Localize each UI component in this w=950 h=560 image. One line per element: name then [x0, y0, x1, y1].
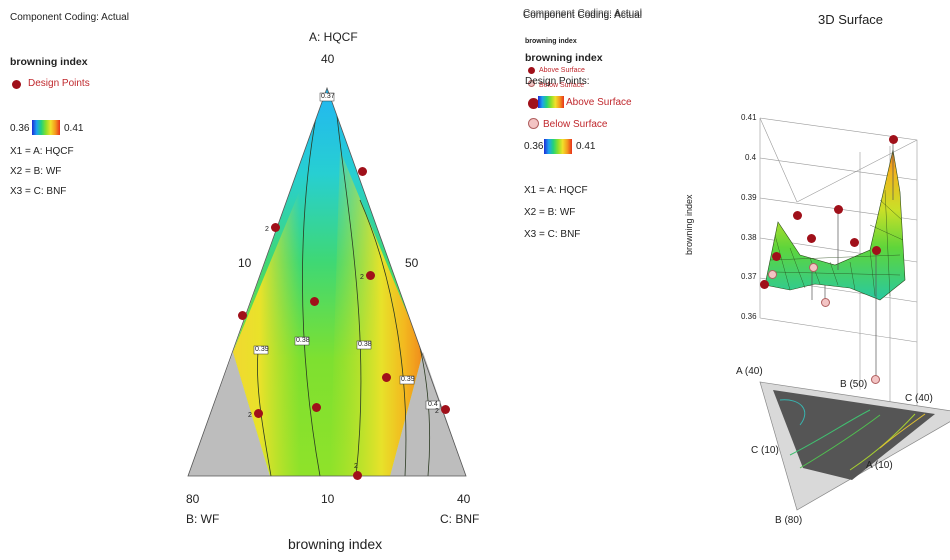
design-point: [271, 223, 280, 232]
surface-design-point-above: [889, 135, 898, 144]
design-point: [358, 167, 367, 176]
right-edge-tick: 50: [405, 256, 419, 270]
surface-design-point-below: [809, 263, 818, 272]
x3-definition: X3 = C: BNF: [524, 229, 581, 240]
infeasible-region-right: [390, 352, 466, 476]
axis-a-40-label: A (40): [736, 366, 763, 377]
x2-definition: X2 = B: WF: [524, 207, 576, 218]
above-surface-marker: [528, 98, 539, 109]
z-tick-label: 0.37: [741, 272, 757, 281]
x2-definition: X2 = B: WF: [10, 166, 62, 177]
surface-design-point-above: [872, 246, 881, 255]
vertex-c-label: C: BNF: [440, 512, 480, 526]
bottom-edge-tick: 10: [321, 492, 335, 506]
design-points-heading: Design Points:: [525, 76, 590, 87]
ternary-title: browning index: [288, 536, 383, 552]
below-surface-label: Below Surface: [543, 119, 608, 130]
replicate-label: 2: [435, 408, 439, 415]
response-name: browning index: [10, 56, 88, 68]
z-tick-label: 0.38: [741, 233, 757, 242]
response-surface: [764, 149, 906, 301]
z-tick-label: 0.36: [741, 312, 757, 321]
replicate-label: 2: [354, 463, 358, 470]
vertex-b-label: B: WF: [186, 512, 220, 526]
response-name-small: browning index: [525, 38, 577, 45]
base-contour-lines: [779, 399, 926, 471]
design-point: [366, 271, 375, 280]
below-surface-small-label: Below Surface: [539, 82, 585, 89]
surface-design-point-below: [821, 298, 830, 307]
contour-label: 0.37: [321, 93, 335, 100]
below-surface-marker: [528, 118, 539, 129]
axis-a-10-label: A (10): [866, 460, 893, 471]
replicate-label: 2: [265, 226, 269, 233]
scale-min-label: 0.36: [524, 141, 544, 152]
base-projection: [773, 390, 935, 480]
z-axis-title: browning index: [684, 194, 694, 255]
design-point: [254, 409, 263, 418]
color-scale-bar: [544, 139, 572, 154]
scale-max-label: 0.41: [64, 123, 84, 134]
surface-mesh-lines: [769, 189, 904, 297]
design-point: [382, 373, 391, 382]
design-point: [353, 471, 362, 480]
axis-b-80-label: B (80): [775, 515, 803, 526]
surface-design-point-above: [834, 205, 843, 214]
vertex-b-value: 80: [186, 492, 200, 506]
surface-design-point-above: [807, 234, 816, 243]
color-scale-bar: [32, 120, 60, 135]
infeasible-region-left: [188, 352, 270, 476]
x3-definition: X3 = C: BNF: [10, 186, 67, 197]
design-point: [310, 297, 319, 306]
axis-b-50-label: B (50): [840, 379, 868, 390]
design-point-legend-marker: [12, 80, 21, 89]
design-point: [441, 405, 450, 414]
color-scale-bar-small: [538, 96, 564, 108]
contour-label: 0.38: [296, 337, 310, 344]
contour-label: 0.38: [358, 341, 372, 348]
design-point: [238, 311, 247, 320]
vertex-a-label: A: HQCF: [309, 30, 358, 44]
contour-label-group: [253, 92, 441, 410]
design-points-legend-label: Design Points: [28, 78, 90, 89]
replicate-label: 2: [248, 412, 252, 419]
above-surface-small-label: Above Surface: [539, 67, 585, 74]
contour-label: 0.39: [255, 346, 269, 353]
left-edge-tick: 10: [238, 256, 252, 270]
surface-design-point-above: [772, 252, 781, 261]
axis-c-10-label: C (10): [751, 445, 779, 456]
surface-design-point-above: [850, 238, 859, 247]
response-name: browning index: [525, 52, 603, 64]
component-coding-label: Component Coding: Actual: [523, 10, 642, 21]
z-tick-label: 0.39: [741, 193, 757, 202]
feasible-contour-region: [233, 88, 430, 476]
axis-c-40-label: C (40): [905, 393, 933, 404]
component-coding-label-ghost: Component Coding: Actual: [523, 8, 642, 19]
surface-design-point-above: [793, 211, 802, 220]
ternary-outline: [187, 86, 467, 477]
x1-definition: X1 = A: HQCF: [10, 146, 74, 157]
surface-design-point-below: [871, 375, 880, 384]
z-tick-label: 0.41: [741, 113, 757, 122]
vertex-c-value: 40: [457, 492, 471, 506]
x1-definition: X1 = A: HQCF: [524, 185, 588, 196]
vertex-a-value: 40: [321, 52, 335, 66]
replicate-label: 2: [360, 274, 364, 281]
surface-title: 3D Surface: [818, 12, 884, 27]
below-surface-small-marker: [528, 80, 535, 87]
component-coding-label: Component Coding: Actual: [10, 12, 129, 23]
design-point: [312, 403, 321, 412]
scale-max-label: 0.41: [576, 141, 596, 152]
surface-design-point-above: [760, 280, 769, 289]
above-surface-label: Above Surface: [566, 97, 632, 108]
contour-label: 0.39: [401, 376, 415, 383]
z-tick-label: 0.4: [745, 153, 757, 162]
above-surface-small-marker: [528, 67, 535, 74]
scale-min-label: 0.36: [10, 123, 30, 134]
surface-design-point-below: [768, 270, 777, 279]
contour-label: 0.4: [428, 401, 438, 408]
